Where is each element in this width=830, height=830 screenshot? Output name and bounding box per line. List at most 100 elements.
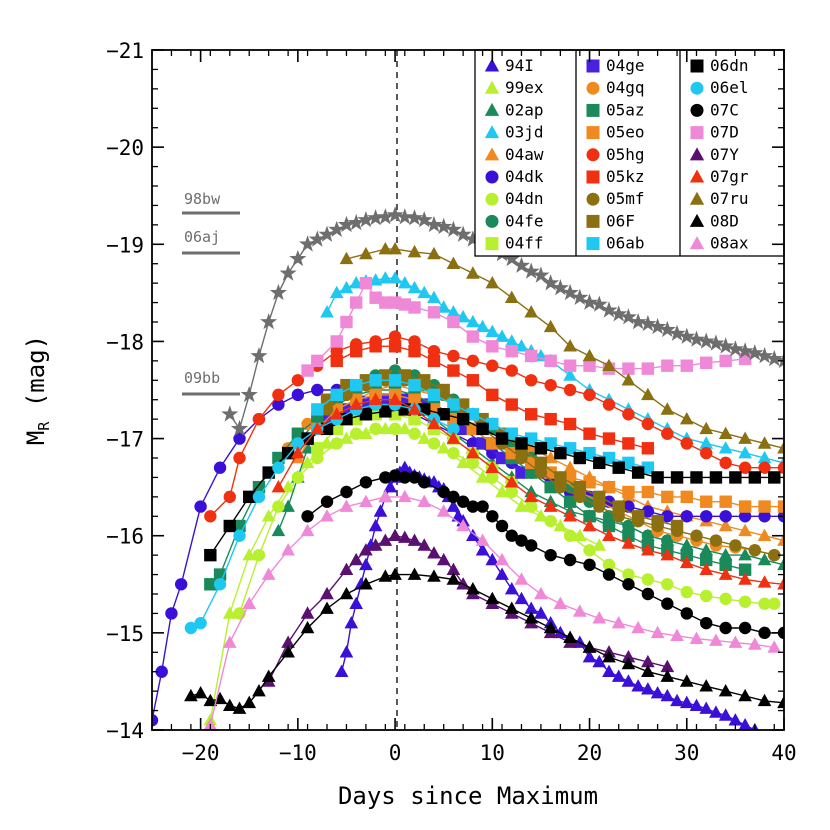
data-point: [427, 416, 441, 430]
data-point: [466, 528, 480, 541]
data-point: [728, 713, 743, 726]
data-point: [583, 446, 596, 460]
data-point: [768, 597, 781, 610]
data-point: [230, 419, 249, 437]
data-point: [485, 460, 500, 473]
reference-lines: 98bw 06aj 09bb: [182, 190, 240, 396]
data-point: [718, 567, 733, 580]
legend-marker: [485, 170, 499, 184]
data-point: [551, 279, 569, 296]
legend-entries: 94I 99ex 02ap 03jd 04aw 04dk 04dn 04fe 04ff 04ge 0…: [484, 56, 749, 253]
data-point: [709, 471, 723, 484]
data-point: [746, 344, 764, 361]
data-point: [359, 246, 373, 260]
legend-marker: [689, 213, 705, 227]
data-point: [194, 500, 207, 513]
data-point: [446, 305, 461, 318]
data-point: [495, 329, 509, 342]
data-point: [252, 412, 266, 426]
data-point: [690, 529, 703, 542]
data-point: [757, 436, 772, 449]
data-point: [194, 616, 207, 630]
data-point: [563, 417, 577, 431]
data-point: [592, 654, 607, 668]
legend-marker: [689, 236, 705, 250]
data-point: [699, 701, 714, 714]
legend-label: 02ap: [505, 100, 544, 119]
data-point: [223, 490, 236, 504]
data-point: [250, 347, 268, 364]
data-point: [543, 499, 558, 512]
data-point: [650, 685, 665, 699]
legend-label: 05kz: [606, 167, 645, 186]
data-point: [272, 451, 285, 465]
data-point: [495, 567, 509, 580]
data-point: [767, 640, 782, 653]
data-point: [475, 543, 490, 556]
data-point: [388, 392, 402, 405]
data-point: [252, 490, 266, 504]
data-point: [386, 206, 404, 223]
data-point: [525, 456, 538, 470]
data-point: [271, 523, 286, 537]
data-point: [378, 242, 393, 255]
data-point: [378, 533, 393, 546]
legend-label: 05az: [606, 100, 645, 119]
data-point: [436, 504, 451, 517]
data-point: [582, 348, 597, 362]
data-point: [641, 417, 655, 431]
data-point: [504, 601, 519, 614]
data-point: [709, 633, 723, 646]
series-layer: [152, 206, 784, 730]
data-point: [525, 466, 538, 479]
data-point: [522, 262, 540, 279]
data-point: [408, 301, 421, 314]
data-point: [544, 548, 557, 562]
data-point: [775, 351, 784, 369]
data-point: [272, 388, 285, 402]
data-point: [590, 295, 608, 312]
data-point: [252, 480, 266, 494]
data-point: [649, 317, 667, 335]
data-point: [311, 442, 324, 455]
data-point: [222, 635, 237, 648]
data-point: [504, 290, 519, 303]
data-point: [320, 509, 334, 522]
data-point: [388, 271, 402, 284]
data-point: [641, 442, 655, 455]
data-point: [447, 364, 460, 377]
data-point: [383, 480, 398, 493]
data-point: [407, 280, 422, 294]
data-point: [524, 601, 539, 614]
data-point: [242, 695, 257, 709]
data-point: [689, 631, 704, 644]
data-point: [631, 620, 645, 634]
data-point: [281, 645, 295, 658]
legend-marker: [586, 214, 600, 228]
legend-label: 04dn: [505, 189, 544, 208]
data-point: [397, 276, 412, 289]
data-point: [738, 718, 752, 730]
data-point: [524, 305, 539, 318]
data-point: [709, 705, 723, 718]
data-point: [388, 567, 402, 580]
data-point: [641, 362, 655, 375]
data-point: [320, 586, 334, 600]
data-point: [281, 543, 295, 556]
data-point: [475, 319, 490, 333]
data-point: [768, 548, 781, 562]
data-point: [525, 432, 538, 445]
data-point: [344, 616, 359, 629]
data-point: [427, 546, 441, 559]
data-point: [222, 698, 237, 711]
data-point: [505, 427, 518, 440]
data-point: [397, 530, 412, 543]
legend: 94I 99ex 02ap 03jd 04aw 04dk 04dn 04fe 04ff 04ge 0…: [474, 49, 785, 257]
legend-marker: [690, 59, 704, 73]
data-point: [661, 597, 674, 610]
data-point: [376, 208, 394, 225]
data-point: [621, 656, 636, 670]
data-point: [532, 266, 550, 283]
data-point: [388, 364, 402, 377]
